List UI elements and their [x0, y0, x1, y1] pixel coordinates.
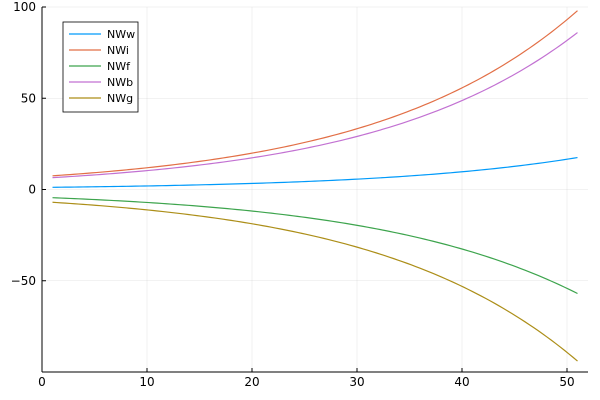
series-line-nwg — [52, 201, 578, 362]
legend: NWw NWi NWf NWb NWg — [62, 21, 139, 113]
x-tick-label: 50 — [559, 375, 574, 389]
series-line-nwf — [52, 197, 578, 295]
series-line-nwb — [52, 32, 578, 179]
series-group — [52, 10, 578, 362]
y-tick-label: 100 — [13, 0, 36, 14]
legend-label: NWg — [107, 92, 133, 105]
legend-label: NWb — [107, 76, 133, 89]
y-tick-label: 0 — [28, 183, 36, 197]
legend-label: NWf — [107, 60, 131, 73]
tick-labels: 0 10 20 30 40 50 100 50 0 −50 — [11, 0, 575, 389]
series-line-nww — [52, 156, 578, 188]
x-tick-label: 30 — [349, 375, 364, 389]
y-tick-label: −50 — [11, 274, 36, 288]
x-tick-label: 10 — [139, 375, 154, 389]
legend-label: NWw — [107, 28, 135, 41]
y-tick-label: 50 — [21, 91, 36, 105]
legend-label: NWi — [107, 44, 129, 57]
x-tick-label: 20 — [244, 375, 259, 389]
series-line-nwi — [52, 10, 578, 177]
axes — [41, 6, 588, 373]
x-tick-label: 0 — [38, 375, 46, 389]
legend-box — [62, 21, 139, 113]
x-tick-label: 40 — [454, 375, 469, 389]
